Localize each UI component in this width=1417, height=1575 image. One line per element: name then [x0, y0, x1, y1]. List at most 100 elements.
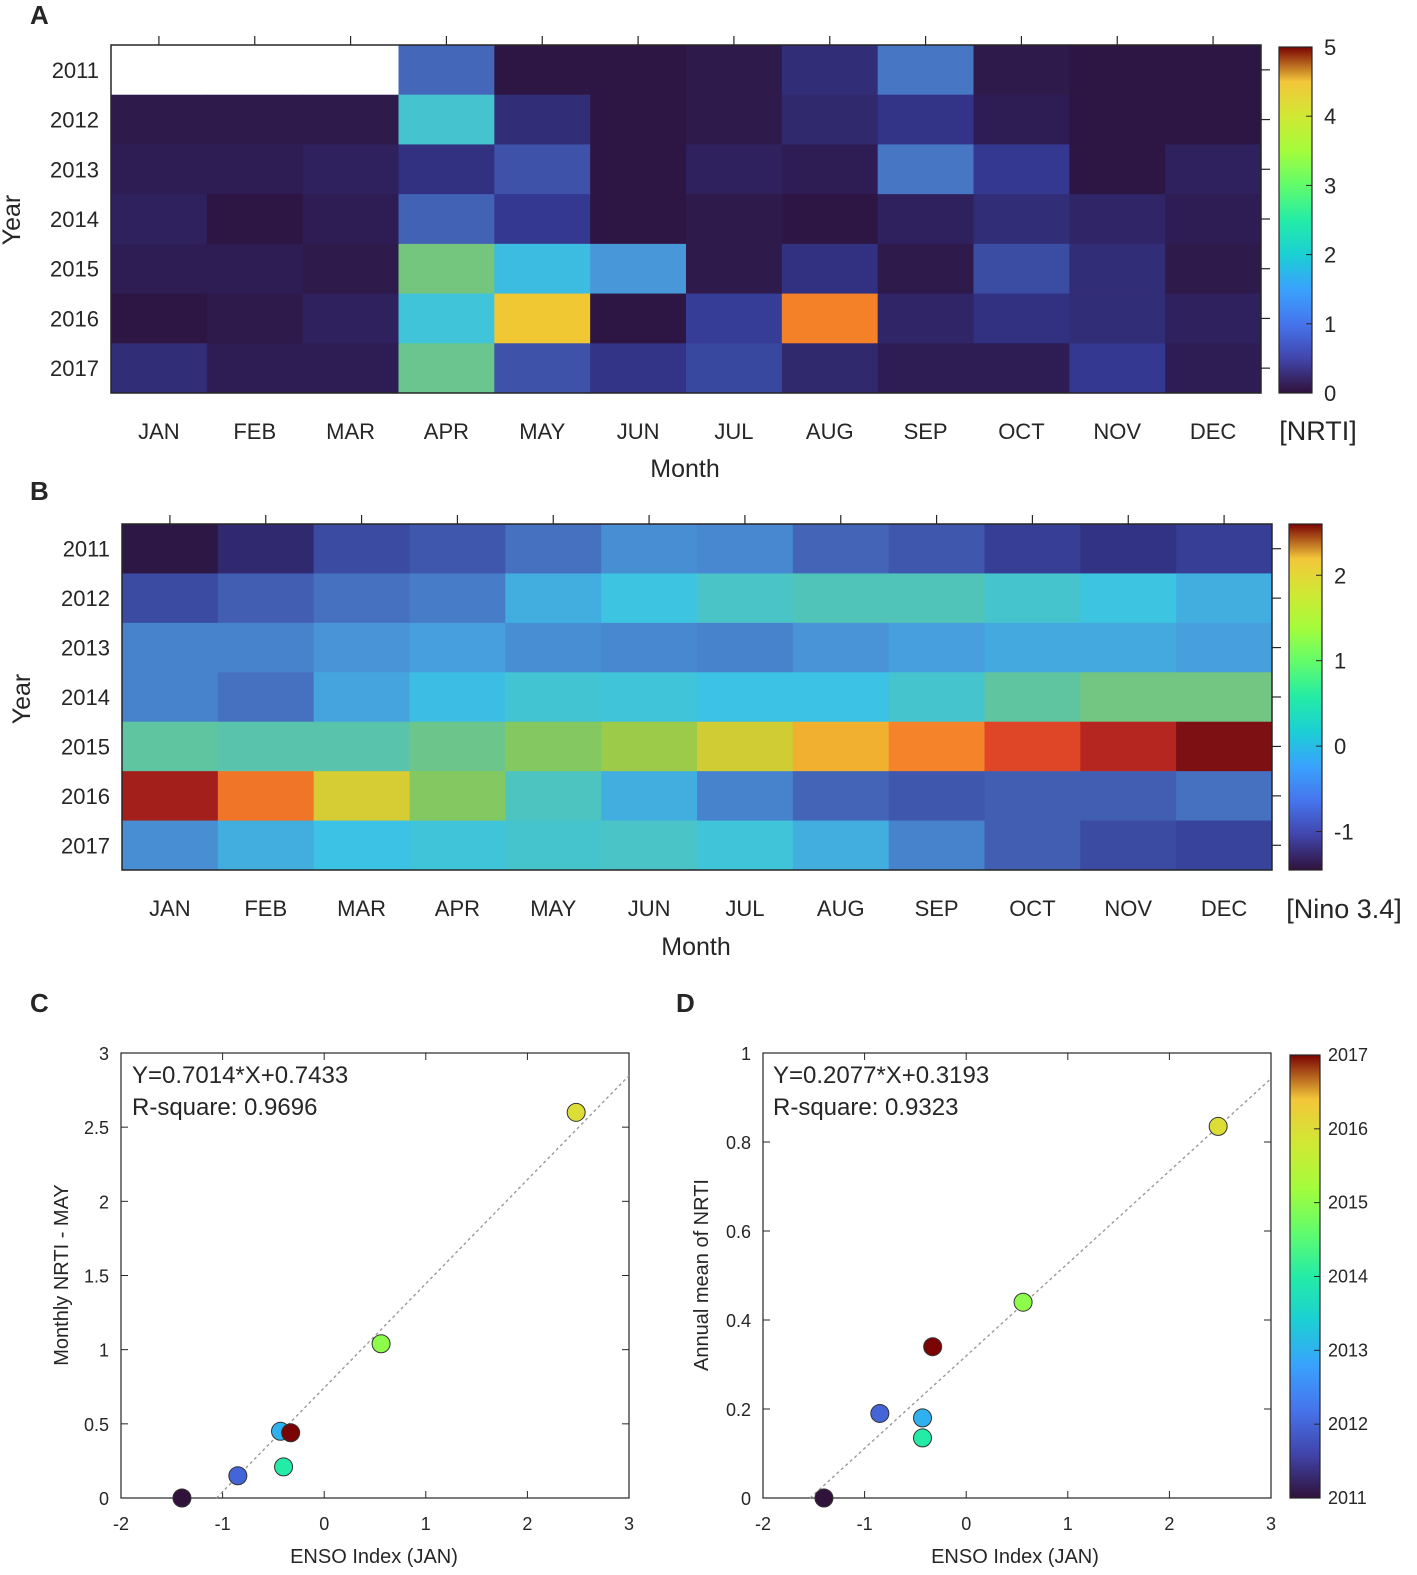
- heat-cell-b-2017-aug: [792, 820, 890, 871]
- point-2016: [1208, 1116, 1228, 1136]
- y-tick-label: 1: [741, 1044, 751, 1064]
- heat-cell-b-2014-dec: [1176, 672, 1273, 723]
- heat-cell-b-2011-feb: [217, 524, 315, 574]
- heat-cell-a-2011-oct: [973, 45, 1070, 96]
- x-tick-label: -2: [113, 1514, 129, 1534]
- heat-cell-b-2014-mar: [313, 672, 410, 723]
- heat-cell-a-2012-oct: [973, 94, 1070, 145]
- heat-cell-a-2012-aug: [781, 94, 879, 145]
- heat-cell-a-2011-jun: [590, 45, 687, 96]
- heat-cell-b-2013-may: [505, 622, 602, 673]
- heat-cell-b-2013-nov: [1080, 622, 1177, 673]
- heat-cell-a-2011-jul: [686, 45, 783, 96]
- heat-cell-b-2011-sep: [888, 524, 985, 574]
- heat-cell-b-2015-jul: [697, 721, 794, 772]
- heat-cell-b-2012-dec: [1176, 573, 1273, 624]
- heat-cell-b-2012-jul: [697, 573, 794, 624]
- heat-cell-b-2014-nov: [1080, 672, 1177, 723]
- heat-cell-b-2016-apr: [409, 771, 506, 822]
- heat-cell-b-2016-dec: [1176, 771, 1273, 822]
- heat-cell-b-2012-jun: [601, 573, 698, 624]
- heat-cell-a-2013-dec: [1165, 144, 1262, 195]
- heat-cell-b-2017-may: [505, 820, 602, 871]
- y-tick-label-2011: 2011: [52, 58, 99, 83]
- colorbar-d-tick-label-2016: 2016: [1328, 1119, 1368, 1139]
- y-tick-label: 0: [99, 1489, 109, 1509]
- heat-cell-b-2011-mar: [313, 524, 410, 574]
- colorbar-tick-label-a: 0: [1324, 381, 1336, 406]
- point-2011: [814, 1488, 834, 1508]
- heatmap-a-cells: [111, 45, 1262, 394]
- heat-cell-b-2012-apr: [409, 573, 506, 624]
- heat-cell-b-2012-mar: [313, 573, 410, 624]
- heatmap-b-cells: [122, 524, 1273, 871]
- heat-cell-a-2015-aug: [781, 243, 879, 295]
- x-axis-label-c: ENSO Index (JAN): [290, 1546, 458, 1568]
- heat-cell-a-2015-nov: [1069, 243, 1166, 295]
- heat-cell-b-2016-mar: [313, 771, 410, 822]
- point-2013: [913, 1408, 933, 1428]
- panel-label-d: D: [676, 988, 695, 1018]
- heat-cell-b-2017-sep: [888, 820, 985, 871]
- heat-cell-a-2015-feb: [206, 243, 304, 295]
- heat-cell-a-2011-nov: [1069, 45, 1166, 96]
- heat-cell-a-2013-nov: [1069, 144, 1166, 195]
- heat-cell-b-2017-apr: [409, 820, 506, 871]
- heat-cell-a-2011-dec: [1165, 45, 1262, 96]
- heat-cell-a-2015-mar: [302, 243, 399, 295]
- heat-cell-a-2016-mar: [302, 293, 399, 344]
- heat-cell-a-2016-dec: [1165, 293, 1262, 344]
- heat-cell-b-2011-aug: [792, 524, 890, 574]
- heat-cell-a-2017-jun: [590, 343, 687, 394]
- equation-c: Y=0.7014*X+0.7433: [132, 1062, 348, 1089]
- heat-cell-a-2012-mar: [302, 94, 399, 145]
- heat-cell-b-2014-sep: [888, 672, 985, 723]
- heat-cell-a-2014-jun: [590, 194, 687, 245]
- heat-cell-a-2012-may: [494, 94, 591, 145]
- x-tick-label-sep: SEP: [904, 419, 948, 444]
- y-tick-label-2016: 2016: [61, 784, 110, 809]
- x-tick-label-dec: DEC: [1201, 896, 1248, 921]
- heat-cell-a-2014-may: [494, 194, 591, 245]
- heat-cell-a-2014-jan: [111, 194, 208, 245]
- heat-cell-a-2011-apr: [398, 45, 495, 96]
- x-tick-label: 3: [624, 1514, 634, 1534]
- heat-cell-b-2015-aug: [792, 721, 890, 772]
- heat-cell-a-2013-mar: [302, 144, 399, 195]
- panel-label-c: C: [30, 988, 49, 1018]
- heat-cell-a-2016-nov: [1069, 293, 1166, 344]
- heat-cell-a-2017-oct: [973, 343, 1070, 394]
- fit-line: [809, 1078, 1272, 1499]
- heat-cell-b-2015-may: [505, 721, 602, 772]
- heat-cell-b-2017-jun: [601, 820, 698, 871]
- y-tick-label-2014: 2014: [61, 685, 110, 710]
- heat-cell-b-2012-feb: [217, 573, 315, 624]
- colorbar-d-tick-label-2017: 2017: [1328, 1045, 1368, 1065]
- colorbar-tick-label-a: 2: [1324, 243, 1336, 268]
- colorbar-tick-label-a: 1: [1324, 312, 1336, 337]
- heatmap-b-axes: JAN FEB MAR APR MAY JUN JUL AUG SEP OCT NOV DEC 2011…: [61, 515, 1354, 921]
- y-tick-label-2014: 2014: [50, 207, 99, 232]
- heat-cell-b-2012-nov: [1080, 573, 1177, 624]
- y-tick-label: 0.8: [726, 1133, 751, 1153]
- x-tick-label: 3: [1266, 1514, 1276, 1534]
- heat-cell-b-2015-jun: [601, 721, 698, 772]
- heat-cell-a-2015-may: [494, 243, 591, 295]
- y-tick-label-2015: 2015: [61, 734, 110, 759]
- heat-cell-a-2016-apr: [398, 293, 495, 344]
- heat-cell-a-2015-oct: [973, 243, 1070, 295]
- x-tick-label: -1: [857, 1514, 873, 1534]
- colorbar-d-tick-label-2012: 2012: [1328, 1414, 1368, 1434]
- heat-cell-b-2011-apr: [409, 524, 506, 574]
- heat-cell-b-2011-may: [505, 524, 602, 574]
- heat-cell-b-2015-jan: [122, 721, 219, 772]
- heat-cell-b-2014-oct: [984, 672, 1081, 723]
- point-2014: [913, 1428, 933, 1448]
- heat-cell-a-2011-mar: [302, 45, 399, 96]
- x-tick-label-jun: JUN: [628, 896, 671, 921]
- point-2016: [566, 1102, 586, 1122]
- heat-cell-b-2017-mar: [313, 820, 410, 871]
- y-tick-label: 1.5: [84, 1267, 109, 1287]
- y-tick-label: 3: [99, 1044, 109, 1064]
- y-tick-label-2013: 2013: [50, 157, 99, 182]
